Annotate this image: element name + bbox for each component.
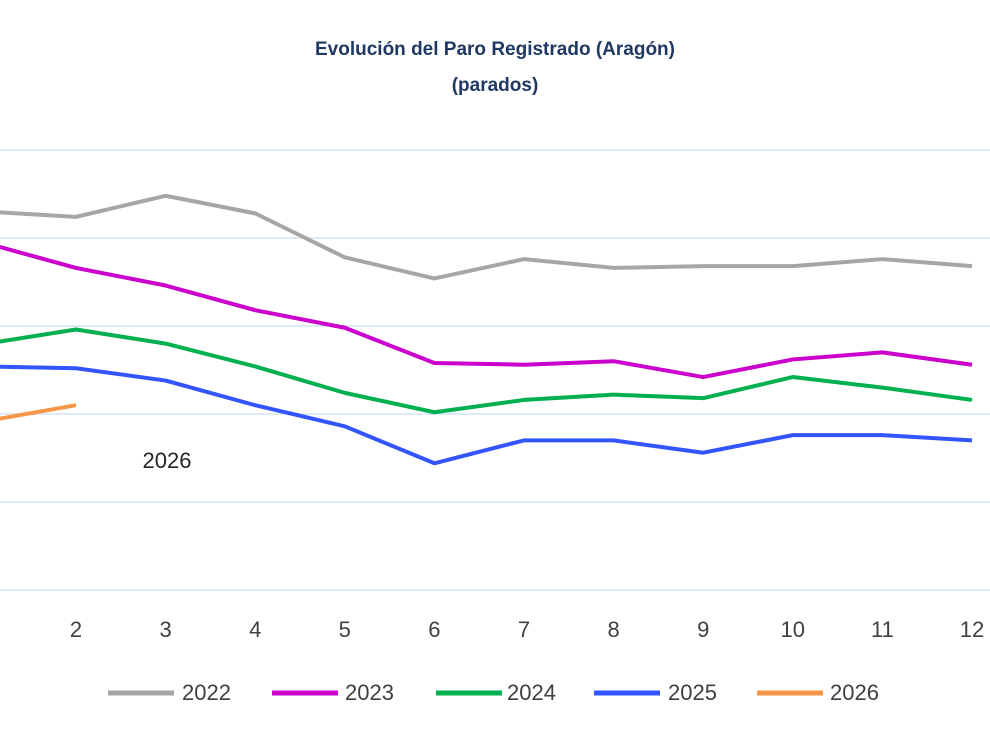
series-line [0,244,973,380]
x-tick-label: 12 [960,617,984,642]
x-tick-label: 9 [697,617,709,642]
series-line [0,364,973,466]
legend-label: 2025 [668,680,717,705]
chart-subtitle: (parados) [452,75,539,96]
x-tick-label: 5 [339,617,351,642]
chart-title: Evolución del Paro Registrado (Aragón) [315,39,675,60]
x-tick-label: 2 [70,617,82,642]
x-tick-label: 3 [159,617,171,642]
annotation: 2026 [143,448,192,473]
x-tick-label: 10 [781,617,805,642]
series-line [0,327,973,415]
x-tick-label: 6 [428,617,440,642]
x-tick-label: 7 [518,617,530,642]
series-line [0,193,973,281]
series-line [0,403,77,421]
x-tick-label: 8 [607,617,619,642]
legend-label: 2022 [182,680,231,705]
legend-label: 2026 [830,680,879,705]
x-tick-label: 11 [871,617,894,642]
legend-label: 2024 [507,680,556,705]
legend-label: 2023 [345,680,394,705]
x-tick-label: 4 [249,617,261,642]
